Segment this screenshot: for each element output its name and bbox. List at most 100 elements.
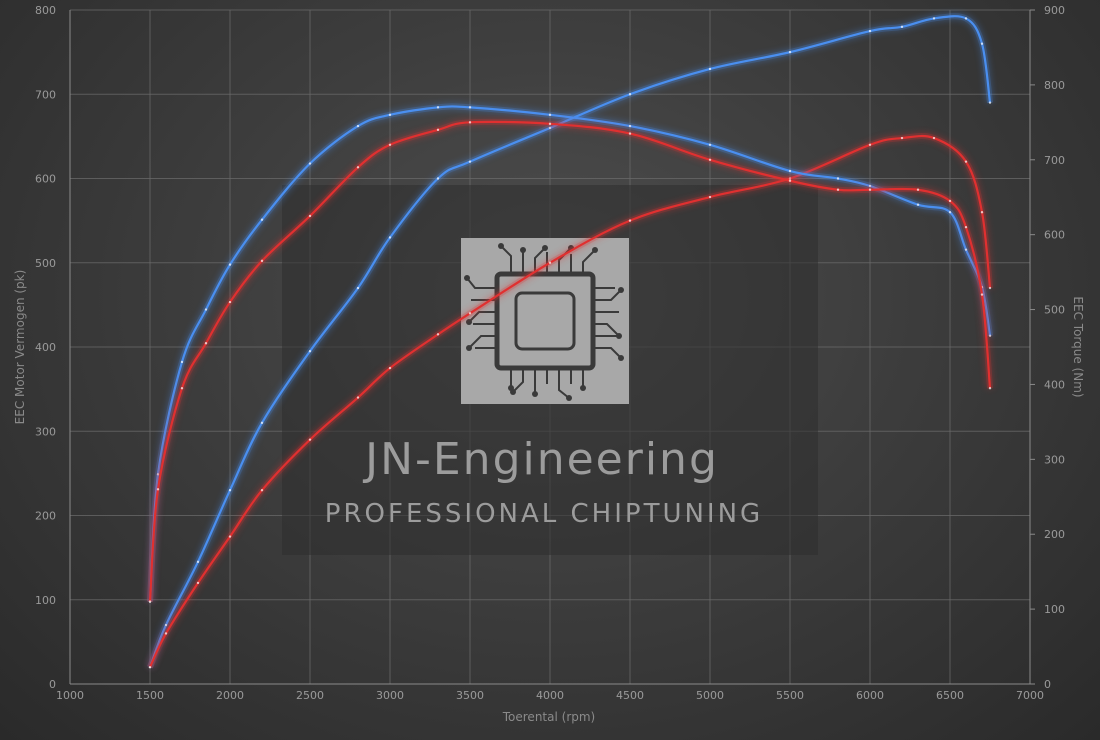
y-left-tick-label: 0: [49, 678, 56, 691]
data-point: [932, 17, 936, 20]
series-4: [147, 118, 993, 603]
data-point: [964, 17, 968, 20]
data-point: [628, 132, 632, 135]
watermark-title: JN-Engineering: [362, 434, 719, 485]
series-line: [148, 120, 992, 602]
data-point: [628, 124, 632, 128]
data-point: [836, 177, 840, 180]
data-point: [548, 126, 552, 130]
data-point: [228, 300, 232, 304]
data-point: [788, 50, 792, 54]
y-axis-left-title: EEC Motor Vermogen (pk): [13, 270, 27, 425]
series: [147, 13, 993, 669]
y-left-tick-label: 400: [35, 341, 56, 354]
data-point: [708, 143, 712, 146]
data-point: [932, 136, 936, 140]
x-tick-label: 4500: [616, 689, 644, 702]
data-point: [260, 489, 264, 492]
data-point: [164, 623, 168, 627]
data-point: [788, 169, 792, 173]
data-point: [948, 211, 952, 214]
data-point: [988, 101, 992, 104]
data-point: [964, 225, 968, 229]
data-point: [988, 386, 992, 390]
data-point: [964, 248, 968, 251]
series-line: [149, 134, 992, 668]
data-point: [468, 160, 472, 163]
data-point: [308, 438, 312, 441]
series-line: [148, 15, 992, 668]
data-point: [204, 342, 208, 345]
y-left-tick-label: 500: [35, 257, 56, 270]
data-point: [708, 67, 712, 71]
data-point: [788, 179, 792, 182]
data-point: [548, 113, 552, 117]
series-1: [147, 13, 993, 669]
y-left-tick-label: 100: [35, 594, 56, 607]
x-tick-label: 1000: [56, 689, 84, 702]
data-point: [868, 143, 872, 146]
watermark-subtitle: PROFESSIONAL CHIPTUNING: [325, 499, 763, 529]
data-point: [164, 632, 168, 635]
axes: 1000 1500 2000 2500 3000 3500 4000 4500 5000 5500…: [35, 4, 1065, 702]
data-point: [628, 219, 632, 222]
data-point: [196, 581, 200, 585]
data-point: [156, 488, 160, 491]
y-left-tick-label: 300: [35, 425, 56, 438]
data-point: [980, 42, 984, 45]
data-point: [708, 195, 712, 199]
data-point: [468, 312, 472, 315]
data-point: [436, 128, 440, 132]
data-point: [260, 259, 264, 263]
data-point: [468, 106, 472, 109]
data-point: [388, 366, 392, 370]
y-left-tick-label: 700: [35, 88, 56, 101]
x-tick-label: 6000: [856, 689, 884, 702]
data-point: [988, 334, 992, 337]
data-point: [980, 293, 984, 296]
data-point: [548, 261, 552, 264]
y-right-tick-label: 700: [1044, 154, 1065, 167]
watermark: JN-Engineering PROFESSIONAL CHIPTUNING: [282, 185, 818, 555]
y-left-tick-label: 800: [35, 4, 56, 17]
y-left-tick-label: 200: [35, 510, 56, 523]
y-right-tick-label: 600: [1044, 229, 1065, 242]
data-point: [356, 286, 360, 290]
data-point: [388, 143, 392, 146]
data-point: [180, 386, 184, 390]
data-point: [628, 93, 632, 96]
x-tick-label: 3000: [376, 689, 404, 702]
y-right-tick-label: 500: [1044, 304, 1065, 317]
x-tick-label: 4000: [536, 689, 564, 702]
data-point: [260, 218, 264, 221]
data-point: [388, 236, 392, 239]
x-axis-title: Toerental (rpm): [502, 710, 595, 724]
data-point: [916, 188, 920, 191]
data-point: [356, 396, 360, 399]
x-tick-label: 2000: [216, 689, 244, 702]
y-right-tick-label: 900: [1044, 4, 1065, 17]
data-point: [708, 158, 712, 161]
data-point: [900, 25, 904, 29]
x-tick-label: 6500: [936, 689, 964, 702]
data-point: [548, 122, 552, 126]
y-axis-right-title: EEC Torque (Nm): [1071, 296, 1085, 397]
data-point: [964, 160, 968, 163]
y-right-tick-label: 100: [1044, 603, 1065, 616]
y-right-tick-label: 200: [1044, 528, 1065, 541]
data-point: [356, 166, 360, 169]
data-point: [308, 350, 312, 353]
data-point: [356, 124, 360, 128]
data-point: [388, 113, 392, 117]
y-left-tick-label: 600: [35, 173, 56, 186]
data-point: [468, 121, 472, 124]
data-point: [260, 421, 264, 425]
data-point: [868, 188, 872, 191]
x-tick-label: 7000: [1016, 689, 1044, 702]
data-point: [308, 214, 312, 218]
x-tick-label: 3500: [456, 689, 484, 702]
data-point: [980, 211, 984, 214]
data-point: [204, 308, 208, 311]
x-tick-label: 2500: [296, 689, 324, 702]
